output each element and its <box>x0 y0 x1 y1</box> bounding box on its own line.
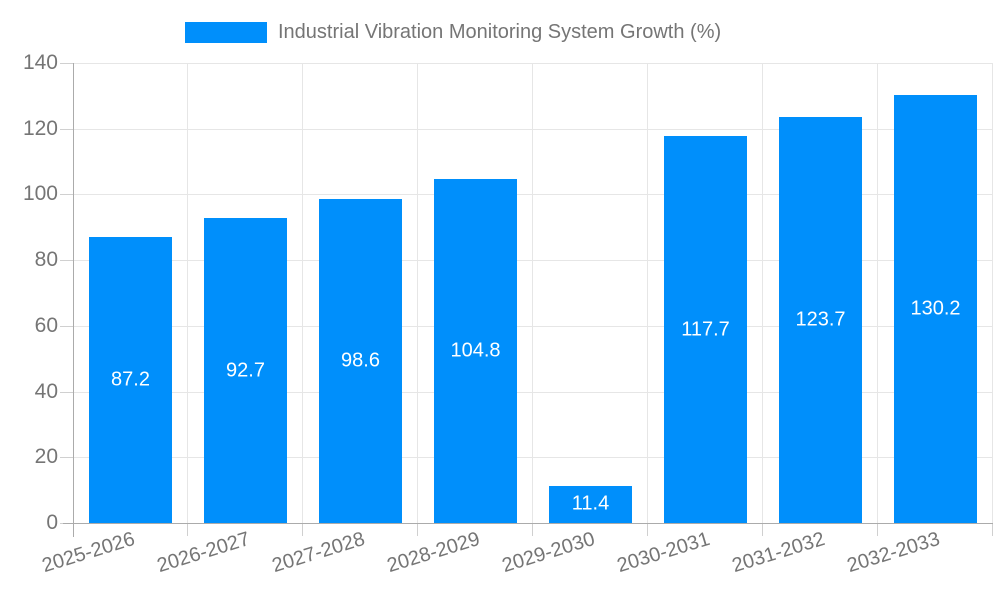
bar-value-label: 11.4 <box>571 492 610 515</box>
y-axis-label: 20 <box>34 445 58 469</box>
y-tick <box>60 128 73 130</box>
x-grid-line <box>187 63 188 523</box>
x-tick <box>992 523 993 536</box>
x-tick <box>187 523 188 536</box>
x-tick <box>417 523 418 536</box>
y-axis-label: 120 <box>22 116 58 140</box>
bar[interactable]: 117.7 <box>664 136 747 523</box>
bar[interactable]: 11.4 <box>549 485 632 523</box>
y-grid-line <box>73 457 993 459</box>
y-grid-line <box>73 194 993 196</box>
y-grid-line <box>73 260 993 262</box>
chart-title: Industrial Vibration Monitoring System G… <box>278 21 722 43</box>
bar[interactable]: 87.2 <box>89 236 172 523</box>
y-tick <box>60 457 73 459</box>
x-tick <box>532 523 533 536</box>
x-grid-line <box>532 63 533 523</box>
bar[interactable]: 98.6 <box>319 199 402 523</box>
x-grid-line <box>992 63 993 523</box>
bar-value-label: 123.7 <box>795 308 846 331</box>
y-axis-label: 0 <box>46 511 58 534</box>
legend-swatch-icon <box>185 22 267 43</box>
plot-area: 87.2 92.7 98.6 104.8 11.4 117.7 123.7 130.2 <box>60 63 993 537</box>
bar-value-label: 92.7 <box>226 359 265 382</box>
y-tick <box>60 63 73 64</box>
legend-item[interactable]: Industrial Vibration Monitoring System G… <box>185 22 721 43</box>
y-axis-label: 40 <box>34 379 58 403</box>
y-tick <box>60 325 73 327</box>
x-axis-line <box>63 523 993 524</box>
x-grid-line <box>877 63 878 523</box>
y-axis-label: 140 <box>22 51 58 74</box>
x-tick <box>762 523 763 536</box>
bar-value-label: 98.6 <box>341 349 380 372</box>
x-tick <box>877 523 878 536</box>
y-axis-label: 100 <box>22 182 58 206</box>
x-grid-line <box>762 63 763 523</box>
x-tick <box>647 523 648 536</box>
y-grid-line <box>73 63 993 64</box>
y-axis-line <box>73 63 74 537</box>
y-axis-label: 80 <box>34 248 58 272</box>
x-grid-line <box>417 63 418 523</box>
bar-value-label: 87.2 <box>111 368 150 391</box>
bar-value-label: 130.2 <box>910 297 961 320</box>
bar[interactable]: 130.2 <box>894 95 977 523</box>
y-tick <box>60 391 73 393</box>
bar[interactable]: 104.8 <box>434 178 517 523</box>
bar[interactable]: 92.7 <box>204 218 287 523</box>
bar[interactable]: 123.7 <box>779 116 862 523</box>
x-tick <box>302 523 303 536</box>
x-grid-line <box>302 63 303 523</box>
y-tick <box>60 260 73 262</box>
bar-value-label: 104.8 <box>450 339 501 362</box>
y-axis-label: 60 <box>34 313 58 337</box>
x-grid-line <box>647 63 648 523</box>
y-grid-line <box>73 325 993 327</box>
y-grid-line <box>73 391 993 393</box>
y-grid-line <box>73 128 993 130</box>
bar-value-label: 117.7 <box>681 318 730 341</box>
y-tick <box>60 194 73 196</box>
